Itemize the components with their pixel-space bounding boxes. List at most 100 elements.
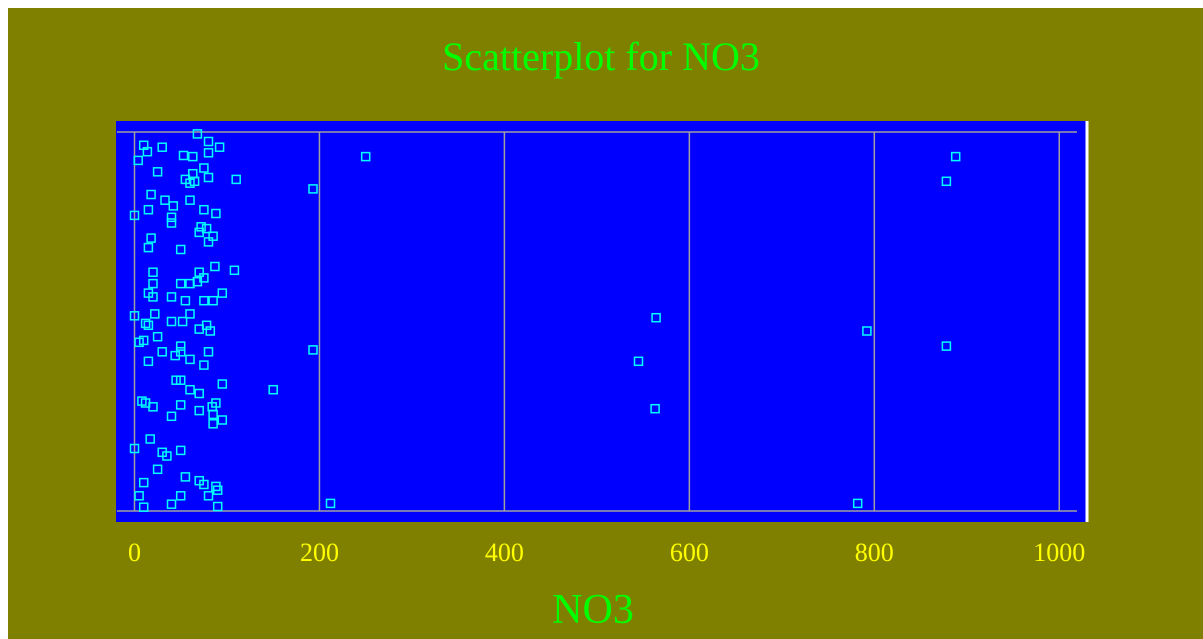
data-point-61 [143, 320, 154, 331]
data-point-117 [166, 499, 177, 509]
data-point-40 [229, 265, 240, 276]
data-point-24 [168, 201, 179, 211]
data-point-111 [212, 485, 223, 495]
x-tick-label-1000: 1000 [1033, 538, 1085, 567]
data-point-84 [217, 379, 228, 389]
data-point-16 [231, 174, 241, 185]
x-tick-labels: 0 200 400 600 800 1000 [128, 538, 1085, 567]
data-point-104 [162, 451, 172, 461]
data-point-57 [185, 309, 195, 319]
data-point-87 [194, 388, 204, 399]
data-point-55 [180, 295, 191, 306]
data-point-38 [175, 244, 186, 255]
scatterplot: Scatterplot for NO3 0 200 400 600 800 1000 NO… [116, 34, 1089, 633]
data-point-60 [140, 318, 151, 329]
data-point-68 [152, 331, 163, 342]
plot-area [116, 121, 1087, 522]
data-point-28 [166, 212, 177, 223]
data-point-96 [166, 411, 177, 422]
data-point-22 [146, 189, 156, 200]
data-point-114 [203, 491, 214, 501]
data-point-63 [177, 316, 188, 327]
data-point-93 [148, 402, 158, 412]
data-point-25 [185, 195, 195, 205]
x-tick-label-800: 800 [855, 538, 894, 567]
data-point-7 [178, 150, 189, 161]
data-point-97 [208, 409, 218, 420]
data-point-100 [145, 434, 155, 444]
data-point-112 [134, 491, 144, 501]
data-point-20 [189, 176, 200, 187]
data-point-39 [143, 242, 154, 253]
data-point-94 [650, 403, 660, 414]
data-point-71 [175, 341, 186, 351]
data-point-116 [325, 498, 336, 509]
data-point-73 [941, 341, 952, 351]
data-point-81 [199, 360, 209, 370]
data-point-98 [217, 415, 228, 425]
data-point-23 [160, 195, 170, 205]
data-point-101 [129, 443, 140, 454]
data-point-113 [175, 491, 186, 501]
data-point-26 [129, 210, 140, 221]
chart-background: Scatterplot for NO3 0 200 400 600 800 1000 NO… [8, 8, 1203, 639]
x-tick-label-200: 200 [300, 538, 339, 567]
data-point-4 [214, 142, 225, 152]
data-point-77 [170, 350, 180, 361]
data-point-56 [150, 309, 160, 319]
data-point-51 [148, 292, 158, 302]
data-point-48 [148, 278, 158, 289]
data-point-10 [360, 151, 371, 162]
data-point-118 [138, 502, 149, 512]
data-point-41 [148, 267, 158, 277]
x-tick-label-0: 0 [128, 538, 141, 567]
data-point-12 [199, 163, 209, 173]
data-point-9 [133, 155, 143, 166]
data-point-21 [308, 184, 318, 194]
data-point-53 [199, 295, 209, 306]
data-point-27 [143, 204, 154, 215]
data-point-95 [194, 405, 204, 416]
data-point-65 [194, 324, 204, 334]
data-point-54 [208, 295, 218, 306]
data-point-109 [199, 479, 209, 490]
data-point-74 [203, 347, 214, 357]
data-point-37 [203, 237, 214, 247]
data-point-99 [208, 419, 218, 429]
data-point-42 [210, 261, 220, 272]
data-point-70 [138, 335, 149, 346]
data-point-86 [185, 384, 195, 395]
data-point-72 [308, 345, 318, 355]
data-point-47 [185, 278, 195, 289]
data-point-78 [185, 354, 195, 365]
data-point-15 [203, 172, 214, 183]
data-point-80 [633, 356, 644, 367]
data-point-3 [157, 142, 167, 152]
data-point-30 [211, 208, 221, 219]
data-point-8 [188, 151, 198, 162]
data-point-13 [152, 167, 163, 177]
data-point-59 [651, 312, 661, 323]
data-point-58 [129, 311, 140, 321]
data-point-79 [143, 356, 154, 367]
x-axis-label: NO3 [552, 587, 634, 633]
data-point-108 [138, 477, 149, 488]
data-point-85 [268, 384, 278, 395]
x-tick-label-400: 400 [485, 538, 524, 567]
data-point-32 [196, 222, 206, 232]
data-point-103 [175, 445, 186, 456]
data-point-17 [941, 176, 952, 187]
data-point-11 [950, 151, 961, 162]
data-point-67 [205, 326, 216, 336]
data-point-105 [152, 464, 163, 475]
data-points [129, 129, 961, 512]
data-point-91 [175, 400, 186, 410]
data-point-6 [203, 148, 214, 158]
data-point-62 [166, 316, 177, 327]
data-point-75 [157, 347, 167, 357]
gridlines [116, 131, 1077, 512]
x-tick-label-600: 600 [670, 538, 709, 567]
data-point-115 [852, 498, 863, 509]
data-point-49 [217, 288, 228, 298]
data-point-52 [166, 292, 177, 302]
